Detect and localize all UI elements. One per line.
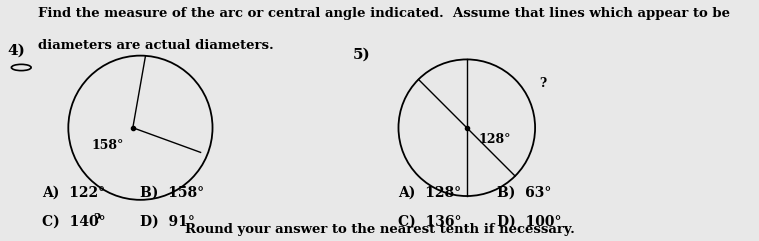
Text: B)  158°: B) 158°: [140, 186, 204, 200]
Text: Find the measure of the arc or central angle indicated.  Assume that lines which: Find the measure of the arc or central a…: [38, 7, 730, 20]
Text: ?: ?: [539, 77, 546, 90]
Text: A)  122°: A) 122°: [42, 186, 105, 200]
Text: D)  91°: D) 91°: [140, 215, 195, 229]
Text: B)  63°: B) 63°: [497, 186, 552, 200]
Text: 158°: 158°: [92, 139, 124, 152]
Text: 4): 4): [8, 44, 26, 58]
Text: 128°: 128°: [478, 133, 511, 146]
Text: diameters are actual diameters.: diameters are actual diameters.: [38, 39, 274, 52]
Text: ?: ?: [93, 213, 101, 226]
Text: 5): 5): [353, 47, 370, 61]
Text: A)  128°: A) 128°: [398, 186, 461, 200]
Text: D)  100°: D) 100°: [497, 215, 562, 229]
Text: Round your answer to the nearest tenth if necessary.: Round your answer to the nearest tenth i…: [184, 223, 575, 236]
Text: C)  140°: C) 140°: [42, 215, 106, 229]
Text: C)  136°: C) 136°: [398, 215, 462, 229]
